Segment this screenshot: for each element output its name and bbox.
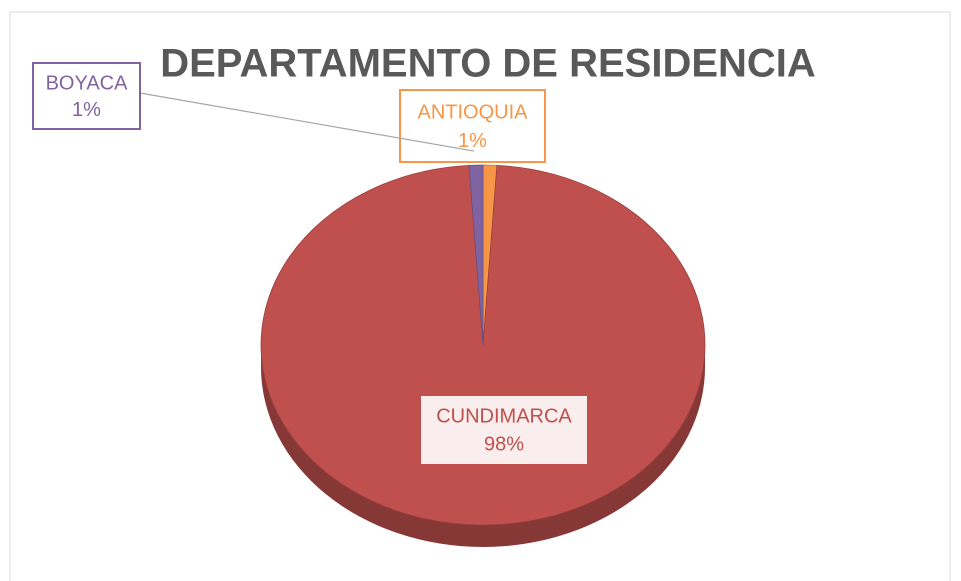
data-label-value: 1%	[458, 130, 487, 152]
data-label-value: 1%	[72, 99, 101, 121]
data-label-category: BOYACA	[46, 72, 129, 94]
data-label-category: CUNDIMARCA	[436, 406, 572, 428]
pie-slice	[468, 164, 484, 346]
data-label-value: 98%	[484, 434, 524, 456]
data-label-box	[419, 394, 589, 466]
data-label-box	[399, 89, 546, 163]
pie-slice	[260, 164, 706, 526]
chart-title: DEPARTAMENTO DE RESIDENCIA	[160, 42, 816, 86]
data-label-box	[32, 62, 141, 130]
leader-line	[139, 92, 475, 152]
data-label-category: ANTIOQUIA	[417, 101, 528, 123]
